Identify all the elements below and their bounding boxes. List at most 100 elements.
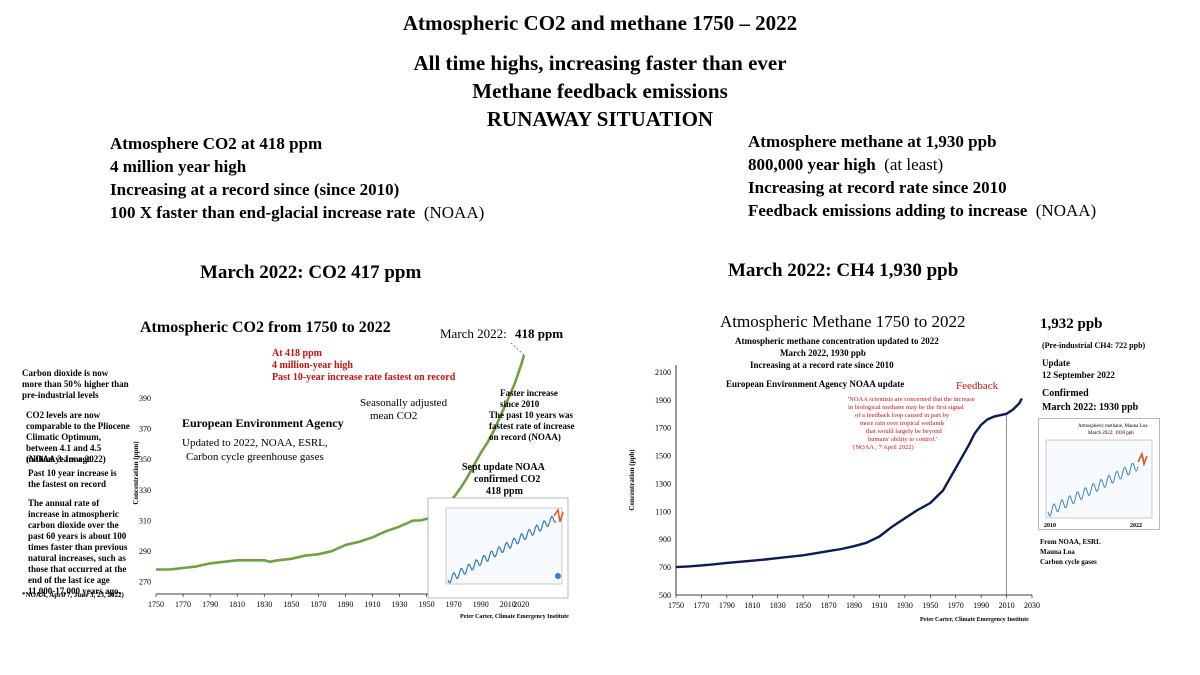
page-title: Atmospheric CO2 and methane 1750 – 2022 <box>402 11 798 35</box>
co2-axes: 1750 1770 1790 1810 1830 1850 1870 1890 1910 1930… <box>132 394 529 609</box>
co2-chart: Atmospheric CO2 from 1750 to 2022 March … <box>132 319 575 620</box>
co2-seasonal-label: Seasonally adjusted <box>360 397 448 409</box>
co2-summary-line: Atmosphere CO2 at 418 ppm <box>110 134 323 153</box>
y-tick-label: 1900 <box>655 396 671 405</box>
ch4-chart: Atmospheric Methane 1750 to 2022 Atmosph… <box>628 312 1040 623</box>
x-tick-label: 1810 <box>229 600 245 609</box>
co2-note: Past 10 year increase is the fastest on … <box>28 468 117 489</box>
co2-sept-note: confirmed CO2 <box>474 474 540 485</box>
co2-march-value: 418 ppm <box>515 326 563 341</box>
ch4-update-note: 12 September 2022 <box>1042 370 1115 380</box>
x-tick-label: 2010 <box>999 601 1015 610</box>
co2-red-note: At 418 ppm <box>272 348 323 359</box>
y-tick-label: 700 <box>659 563 671 572</box>
co2-eea-label: European Environment Agency <box>182 416 344 430</box>
x-tick-label: 1790 <box>719 601 735 610</box>
ch4-summary-source: (NOAA) <box>1035 201 1097 220</box>
ch4-value-label: 1,932 ppb <box>1040 316 1103 332</box>
co2-summary-line: 100 X faster than end-glacial increase r… <box>110 201 484 224</box>
co2-note: CO2 levels are now comparable to the Pli… <box>26 410 130 464</box>
co2-note: *NOAA, April 7, June 3, 23, 2022) <box>22 591 124 599</box>
ch4-inset-title: Atmospheric methane, Mauna Loa <box>1078 424 1148 429</box>
x-tick-label: 1890 <box>337 600 353 609</box>
co2-seasonal-label: mean CO2 <box>370 410 417 422</box>
ch4-summary-text: Feedback emissions adding to increase <box>748 201 1028 220</box>
ch4-inset-year: 2010 <box>1044 523 1056 529</box>
ch4-confirmed-note: Confirmed <box>1042 388 1089 399</box>
y-axis-label: Concentration (ppb) <box>628 449 636 511</box>
x-tick-label: 1790 <box>202 600 218 609</box>
co2-march-label: March 2022: <box>440 326 507 341</box>
x-tick-label: 1970 <box>446 600 462 609</box>
ch4-summary: Atmosphere methane at 1,930 ppb 800,000 … <box>748 130 1096 222</box>
ch4-feedback-label: Feedback <box>956 380 999 392</box>
y-tick-label: 1500 <box>655 452 671 461</box>
headline-2: Methane feedback emissions <box>472 79 728 103</box>
x-tick-label: 1950 <box>922 601 938 610</box>
x-tick-label: 1910 <box>871 601 887 610</box>
ch4-update-note: Update <box>1042 358 1071 368</box>
co2-sept-note: 418 ppm <box>486 486 524 497</box>
co2-subtitle: March 2022: CO2 417 ppm <box>200 262 422 283</box>
co2-faster-note: on record (NOAA) <box>489 432 561 442</box>
y-tick-label: 390 <box>139 394 151 403</box>
ch4-axes: 1750 1770 1790 1810 1830 1850 1870 1890 1910 1930… <box>628 365 1040 610</box>
x-tick-label: 1850 <box>283 600 299 609</box>
y-tick-label: 900 <box>659 535 671 544</box>
headline-3: RUNAWAY SITUATION <box>486 107 714 131</box>
co2-faster-note: fastest rate of increase <box>489 421 575 431</box>
co2-chart-title: Atmospheric CO2 from 1750 to 2022 <box>140 319 391 336</box>
y-tick-label: 310 <box>139 516 151 525</box>
x-tick-label: 1910 <box>364 600 380 609</box>
co2-red-note: 4 million-year high <box>272 360 353 371</box>
x-tick-label: 1770 <box>693 601 709 610</box>
co2-faster-note: Faster increase <box>500 388 558 398</box>
x-tick-label: 1870 <box>821 601 837 610</box>
x-tick-label: 1890 <box>846 601 862 610</box>
ch4-inset-subtitle: March 2022: 1930 ppb <box>1088 431 1134 436</box>
x-tick-label: 1850 <box>795 601 811 610</box>
x-tick-label: 2010 <box>500 600 516 609</box>
ch4-summary-line: Atmosphere methane at 1,930 ppb <box>748 132 997 151</box>
y-tick-label: 500 <box>659 591 671 600</box>
x-tick-label: 1990 <box>973 601 989 610</box>
ch4-summary-note: (at least) <box>884 155 944 174</box>
ch4-subtitle-line: Atmospheric methane concentration update… <box>735 336 939 346</box>
series-line <box>675 397 1023 569</box>
co2-sept-note: Sept update NOAA <box>462 462 546 473</box>
co2-inset-chart <box>427 497 569 599</box>
y-tick-label: 2100 <box>655 368 671 377</box>
ch4-quote: that would largely be beyond <box>866 428 942 435</box>
x-tick-label: 1930 <box>392 600 408 609</box>
ch4-source-note: Carbon cycle gases <box>1040 558 1097 566</box>
co2-note: Carbon dioxide is now more than 50% high… <box>22 368 129 400</box>
y-tick-label: 290 <box>139 547 151 556</box>
x-tick-label: 1970 <box>948 601 964 610</box>
y-tick-label: 370 <box>139 425 151 434</box>
y-axis-label: Concentration (ppm) <box>132 441 140 505</box>
x-tick-label: 1830 <box>770 601 786 610</box>
co2-note: (NOAA 3 June 2022) <box>26 454 106 464</box>
co2-plot-area <box>156 341 526 571</box>
y-tick-label: 1700 <box>655 424 671 433</box>
co2-update-label: Carbon cycle greenhouse gases <box>186 451 324 463</box>
series-line <box>156 354 526 571</box>
ch4-summary-text: 800,000 year high <box>748 155 876 174</box>
x-tick-label: 1950 <box>419 600 435 609</box>
ch4-inset-year: 2022 <box>1130 523 1142 529</box>
co2-summary-line: 4 million year high <box>110 157 247 176</box>
ch4-source-note: From NOAA, ESRL <box>1040 538 1101 546</box>
ch4-summary-line: 800,000 year high (at least) <box>748 153 1096 176</box>
x-tick-label: 1770 <box>175 600 191 609</box>
ch4-chart-title: Atmospheric Methane 1750 to 2022 <box>720 312 966 331</box>
y-tick-label: 1300 <box>655 479 671 488</box>
ch4-inset-chart: Atmospheric methane, Mauna Loa March 202… <box>1038 418 1160 530</box>
ch4-quote: '(NOAA , 7 April 2022) <box>852 444 914 451</box>
x-tick-label: 1830 <box>256 600 272 609</box>
y-tick-label: 350 <box>139 455 151 464</box>
y-tick-label: 270 <box>139 578 151 587</box>
ch4-subtitle-line: March 2022, 1930 ppb <box>780 348 866 358</box>
headline-1: All time highs, increasing faster than e… <box>413 51 787 75</box>
x-tick-label: 1930 <box>897 601 913 610</box>
x-tick-label: 2020 <box>513 600 529 609</box>
